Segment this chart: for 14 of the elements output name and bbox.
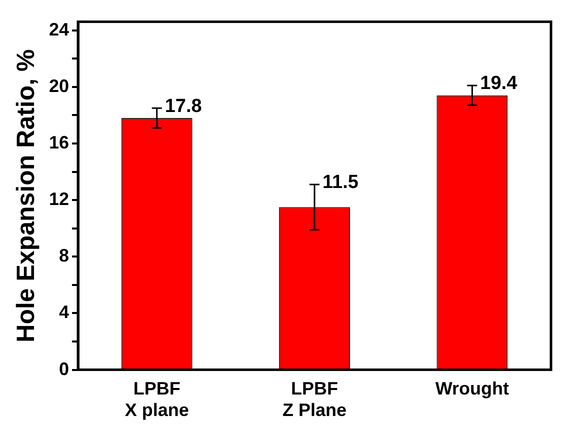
data-label: 17.8 xyxy=(164,96,202,117)
x-tick-label: LPBF Z Plane xyxy=(282,378,347,420)
y-tick-label: 12 xyxy=(48,189,70,210)
y-axis-title: Hole Expansion Ratio, % xyxy=(12,49,40,342)
x-tick-label: Wrought xyxy=(435,378,509,399)
y-tick-label: 24 xyxy=(48,19,70,40)
y-tick-label: 4 xyxy=(59,302,70,322)
data-label: 11.5 xyxy=(322,172,359,194)
y-tick-label: 16 xyxy=(48,132,70,152)
y-tick-label: 8 xyxy=(59,246,70,266)
y-tick-label: 20 xyxy=(48,76,70,96)
data-label: 19.4 xyxy=(480,73,518,94)
x-tick-label: LPBF X plane xyxy=(124,378,189,420)
y-tick-label: 0 xyxy=(59,358,70,379)
